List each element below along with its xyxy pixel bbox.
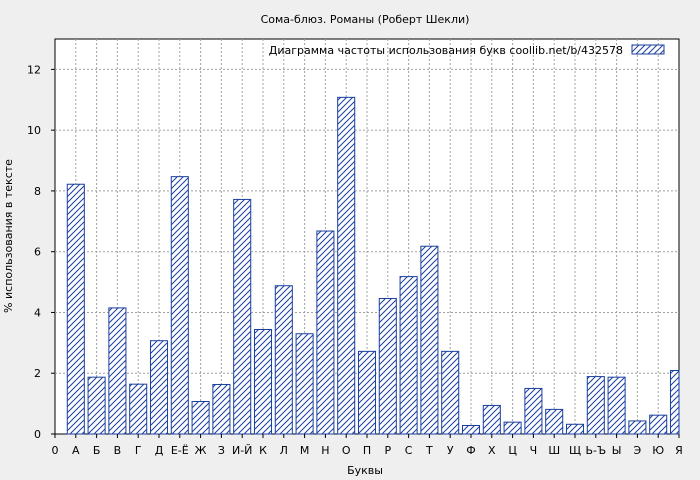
x-tick-label: Б [93, 444, 101, 457]
bar-Г [129, 383, 148, 435]
bar-В [108, 307, 127, 435]
bar-Ш [545, 408, 564, 435]
x-tick-label: Т [425, 444, 433, 457]
bar-Д [149, 340, 169, 435]
y-tick-label: 8 [34, 185, 41, 198]
x-tick-label: К [259, 444, 267, 457]
x-tick-label: О [342, 444, 351, 457]
x-tick-label: Щ [569, 444, 581, 457]
y-tick-label: 6 [34, 246, 41, 259]
x-tick-label: В [114, 444, 122, 457]
x-tick-label: Ь-Ъ [585, 444, 606, 457]
x-tick-label: Я [675, 444, 683, 457]
x-tick-label: М [300, 444, 310, 457]
x-tick-label: Ы [612, 444, 622, 457]
bar-И-Й [233, 198, 252, 435]
y-tick-label: 0 [34, 428, 41, 441]
x-tick-label: Д [155, 444, 164, 457]
bar-Л [274, 285, 293, 435]
bar-Щ [565, 423, 585, 435]
y-tick-label: 12 [27, 63, 41, 76]
bar-У [441, 350, 460, 435]
x-tick-label: Ж [195, 444, 207, 457]
chart-title: Сома-блюз. Романы (Роберт Шекли) [261, 13, 470, 26]
x-tick-label: 0 [52, 444, 59, 457]
bar-К [253, 328, 273, 435]
bar-П [357, 350, 377, 435]
bar-Э [628, 420, 647, 435]
x-tick-label: Х [488, 444, 496, 457]
bar-А [66, 183, 85, 435]
bar-Н [316, 230, 335, 435]
x-tick-label: С [405, 444, 413, 457]
x-tick-label: Р [384, 444, 391, 457]
legend-label: Диаграмма частоты использования букв coo… [269, 44, 623, 57]
x-tick-label: Л [280, 444, 288, 457]
y-axis-label: % использования в тексте [2, 159, 15, 313]
x-axis-label: Буквы [347, 464, 383, 477]
bar-Ь-Ъ [586, 376, 605, 435]
x-tick-label: И-Й [232, 444, 252, 457]
y-tick-label: 2 [34, 367, 41, 380]
legend-swatch [631, 44, 665, 55]
x-tick-label: Ф [466, 444, 475, 457]
x-tick-label: З [218, 444, 225, 457]
y-tick-label: 10 [27, 124, 41, 137]
bar-Ж [191, 400, 210, 435]
y-tick-label: 4 [34, 306, 41, 319]
bar-Б [87, 376, 106, 435]
x-tick-label: Э [634, 444, 642, 457]
bar-М [295, 333, 314, 435]
bar-Ю [649, 414, 668, 435]
bar-Т [420, 245, 439, 435]
bar-Х [482, 404, 501, 435]
x-tick-label: П [363, 444, 371, 457]
x-tick-label: А [72, 444, 80, 457]
x-tick-label: Г [135, 444, 142, 457]
x-tick-label: Ц [508, 444, 517, 457]
bar-З [212, 383, 231, 435]
axes: 0 А Б В Г Д Е-Ё Ж З И-Й К Л М Н О П Р С Т У Ф Х Ц Ч Ш Щ Ь-Ъ Ы Э Ю Я024… [27, 63, 683, 457]
bar-Ч [524, 387, 543, 435]
x-tick-label: Ю [652, 444, 664, 457]
x-tick-label: Ш [548, 444, 560, 457]
bars [66, 96, 680, 435]
bar-Е-Ё [170, 176, 189, 435]
x-tick-label: Н [321, 444, 329, 457]
x-tick-label: Е-Ё [171, 444, 189, 457]
bar-Р [378, 297, 397, 435]
x-tick-label: Ч [530, 444, 538, 457]
bar-О [337, 96, 356, 435]
legend: Диаграмма частоты использования букв coo… [269, 44, 665, 57]
bar-С [399, 276, 418, 435]
bar-Я [669, 369, 680, 435]
bar-Ы [607, 376, 626, 435]
bar-Ф [461, 424, 481, 435]
bar-Ц [503, 421, 522, 435]
x-tick-label: У [447, 444, 454, 457]
